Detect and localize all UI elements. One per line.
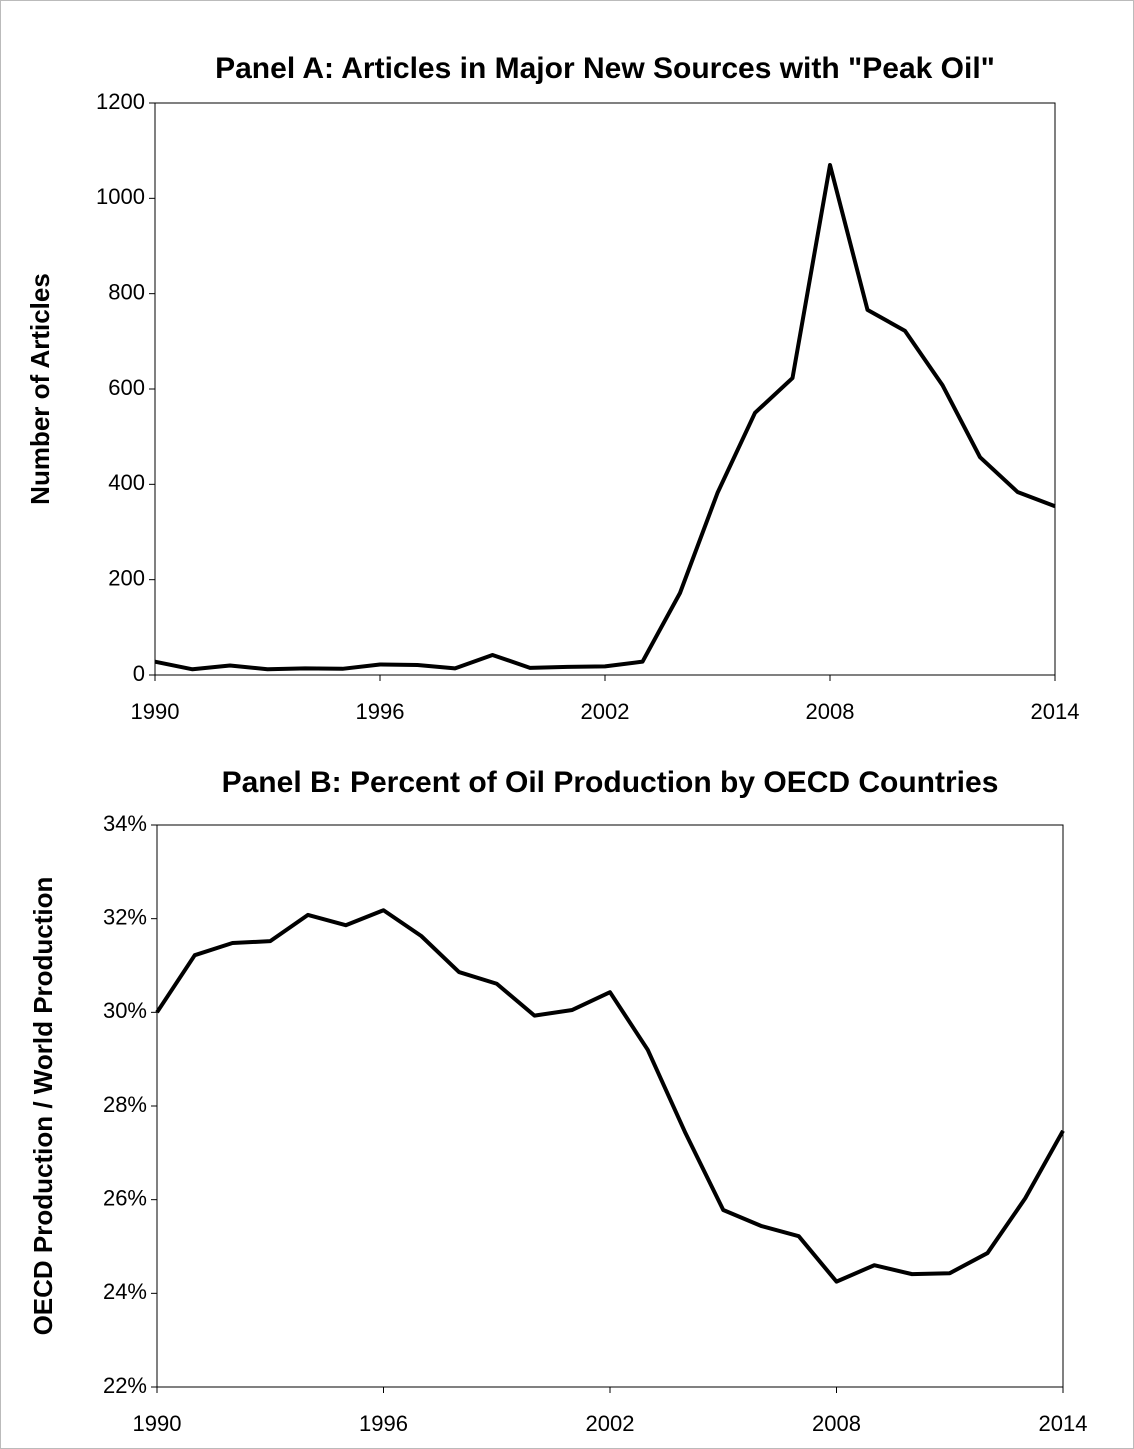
y-tick-label: 800	[108, 279, 145, 304]
x-tick-label: 2002	[581, 699, 630, 724]
y-tick-label: 600	[108, 375, 145, 400]
y-tick-label: 26%	[103, 1185, 147, 1210]
y-tick-label: 200	[108, 565, 145, 590]
y-tick-label: 1200	[96, 89, 145, 114]
x-tick-label: 1990	[133, 1411, 182, 1436]
y-tick-label: 24%	[103, 1279, 147, 1304]
y-tick-label: 400	[108, 470, 145, 495]
x-tick-label: 1990	[131, 699, 180, 724]
y-tick-label: 1000	[96, 184, 145, 209]
y-axis-label: Number of Articles	[25, 273, 55, 505]
chart-title: Panel B: Percent of Oil Production by OE…	[222, 766, 999, 799]
chart-title: Panel A: Articles in Major New Sources w…	[215, 52, 995, 85]
y-tick-label: 34%	[103, 811, 147, 836]
y-tick-label: 30%	[103, 998, 147, 1023]
y-tick-label: 28%	[103, 1092, 147, 1117]
y-tick-label: 32%	[103, 904, 147, 929]
x-tick-label: 2008	[812, 1411, 861, 1436]
x-tick-label: 1996	[356, 699, 405, 724]
y-axis-label: OECD Production / World Production	[28, 877, 58, 1336]
x-tick-label: 2014	[1039, 1411, 1088, 1436]
x-tick-label: 2014	[1031, 699, 1080, 724]
y-tick-label: 0	[133, 661, 145, 686]
x-tick-label: 2008	[806, 699, 855, 724]
y-tick-label: 22%	[103, 1373, 147, 1398]
x-tick-label: 1996	[359, 1411, 408, 1436]
line-series	[154, 162, 1056, 672]
line-series	[155, 908, 1065, 1284]
x-tick-label: 2002	[586, 1411, 635, 1436]
